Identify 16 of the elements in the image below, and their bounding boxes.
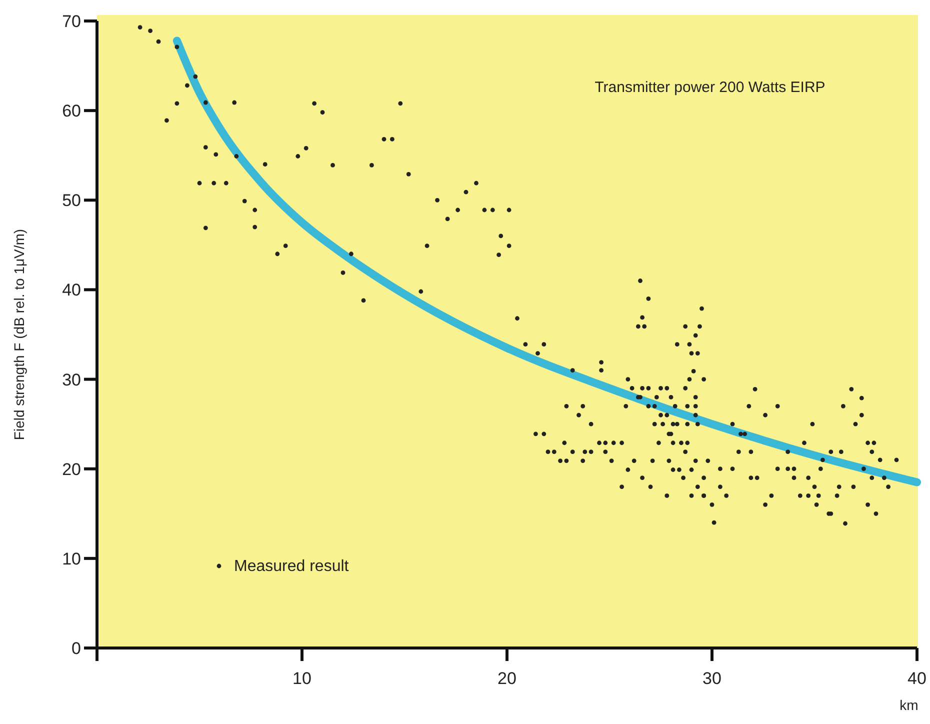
y-axis-title: Field strength F (dB rel. to 1μV/m) xyxy=(11,228,27,440)
y-tick-label: 30 xyxy=(62,370,81,390)
x-tick-label: 30 xyxy=(702,669,722,688)
x-tick-label: 20 xyxy=(498,669,516,688)
y-tick-label: 50 xyxy=(62,191,81,210)
x-tick-label: 10 xyxy=(292,669,312,688)
y-tick-label: 60 xyxy=(62,102,81,121)
y-tick-label: 40 xyxy=(62,280,81,300)
x-tick-label: 40 xyxy=(908,669,926,688)
y-tick-label: 70 xyxy=(62,12,81,31)
annotation: Transmitter power 200 Watts EIRP xyxy=(594,79,826,96)
y-tick-label: 20 xyxy=(62,460,81,479)
legend-label: Measured result xyxy=(234,558,350,575)
y-tick-label: 0 xyxy=(72,639,81,658)
x-axis-title: km xyxy=(900,697,918,713)
y-tick-label: 10 xyxy=(62,549,81,568)
